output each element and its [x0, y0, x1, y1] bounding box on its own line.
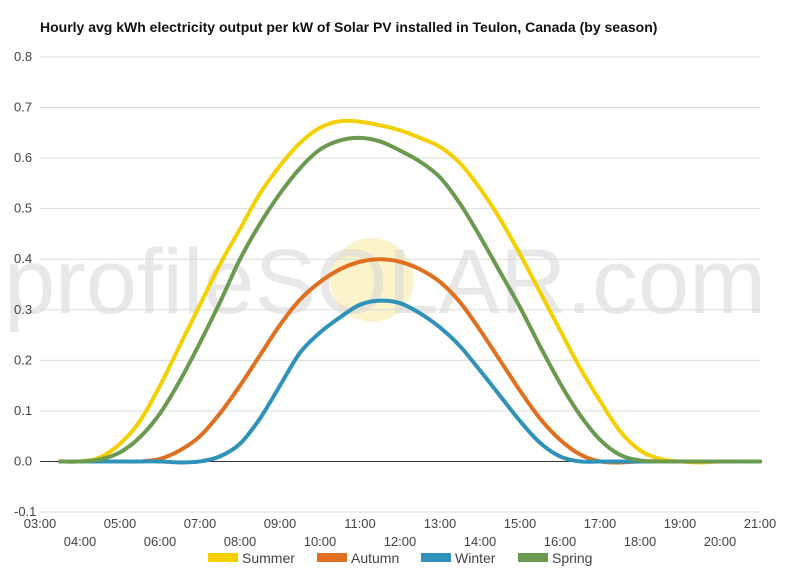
x-tick-label: 06:00 [144, 534, 177, 549]
legend-label-autumn: Autumn [351, 550, 399, 566]
y-tick-label: 0.5 [14, 201, 32, 216]
y-tick-label: -0.1 [14, 504, 36, 519]
x-tick-label: 20:00 [704, 534, 737, 549]
x-tick-label: 21:00 [744, 516, 777, 531]
legend-swatch-autumn [317, 553, 347, 562]
legend-label-spring: Spring [552, 550, 592, 566]
x-tick-label: 14:00 [464, 534, 497, 549]
legend-swatch-spring [518, 553, 548, 562]
legend-label-summer: Summer [242, 550, 295, 566]
x-tick-label: 09:00 [264, 516, 297, 531]
series-line-spring [58, 135, 762, 464]
x-tick-label: 16:00 [544, 534, 577, 549]
x-tick-label: 03:00 [24, 516, 57, 531]
x-tick-label: 18:00 [624, 534, 657, 549]
y-tick-label: 0.3 [14, 302, 32, 317]
x-tick-label: 15:00 [504, 516, 537, 531]
legend-swatch-winter [421, 553, 451, 562]
x-tick-label: 17:00 [584, 516, 617, 531]
x-tick-label: 10:00 [304, 534, 337, 549]
x-tick-label: 19:00 [664, 516, 697, 531]
x-tick-label: 12:00 [384, 534, 417, 549]
y-tick-label: 0.8 [14, 49, 32, 64]
chart-title: Hourly avg kWh electricity output per kW… [40, 19, 658, 35]
y-tick-label: 0.1 [14, 403, 32, 418]
x-tick-label: 05:00 [104, 516, 137, 531]
series-line-summer [58, 118, 762, 465]
legend-label-winter: Winter [455, 550, 496, 566]
legend-swatch-summer [208, 553, 238, 562]
y-tick-label: 0.0 [14, 453, 32, 468]
x-tick-label: 04:00 [64, 534, 97, 549]
x-tick-label: 07:00 [184, 516, 217, 531]
x-tick-label: 08:00 [224, 534, 257, 549]
y-tick-label: 0.4 [14, 251, 32, 266]
x-tick-label: 13:00 [424, 516, 457, 531]
watermark-text: profileSOLAR.com [4, 231, 766, 333]
y-tick-label: 0.7 [14, 100, 32, 115]
x-tick-label: 11:00 [344, 516, 376, 531]
y-tick-label: 0.6 [14, 150, 32, 165]
y-tick-label: 0.2 [14, 352, 32, 367]
